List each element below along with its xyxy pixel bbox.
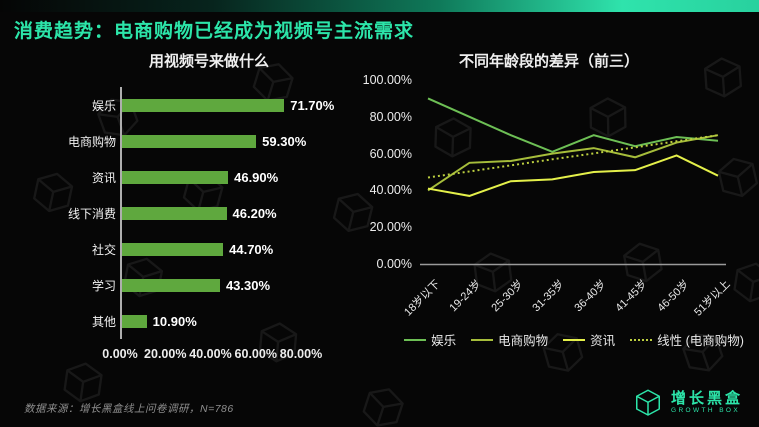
line-chart-plot: [420, 79, 726, 272]
series-line-娱乐: [427, 97, 719, 153]
bar-row: 学习 43.30%: [58, 267, 360, 303]
bar-row: 社交 44.70%: [58, 231, 360, 267]
bar-row: 娱乐 71.70%: [58, 87, 360, 123]
line-chart-x-tick: 19-24岁: [447, 278, 485, 315]
bar: [122, 278, 220, 292]
bar-track: 46.20%: [120, 195, 360, 231]
bar-x-tick: 60.00%: [234, 347, 277, 361]
bar-x-tick: 80.00%: [279, 347, 323, 361]
bar-category-label: 资讯: [91, 170, 116, 185]
bar-value-label: 10.90%: [152, 313, 197, 329]
bar-value-label: 59.30%: [262, 133, 307, 149]
line-chart-x-tick: 18岁以下: [402, 278, 443, 319]
cube-logo-icon: [633, 388, 663, 418]
data-source-note: 数据来源：增长黑盒线上问卷调研，N=786: [24, 403, 234, 415]
legend-item: 电商购物: [471, 330, 548, 349]
bar-track: 10.90%: [120, 303, 360, 339]
bar-x-axis: 0.00% 20.00% 40.00% 60.00% 80.00%: [102, 347, 360, 365]
bar-category-label: 社交: [91, 242, 116, 257]
bar-track: 43.30%: [120, 267, 360, 303]
header-gradient-bar: [0, 0, 759, 12]
bar-chart: 用视频号来做什么 娱乐 71.70% 电商购物 59.30% 资讯 46.90% 线下消费 4…: [58, 50, 360, 365]
bar-category-label: 其他: [91, 314, 116, 329]
bar-track: 71.70%: [120, 87, 360, 123]
legend-item: 线性 (电商购物): [630, 330, 744, 349]
legend-item: 资讯: [563, 330, 615, 349]
line-chart-x-axis: 18岁以下 19-24岁 25-30岁 31-35岁 36-40岁 41-45岁 46-50…: [402, 272, 732, 328]
bar-category-label: 娱乐: [91, 98, 116, 113]
bar-track: 44.70%: [120, 231, 360, 267]
bar: [122, 170, 229, 184]
bar-row: 线下消费 46.20%: [58, 195, 360, 231]
legend-swatch: [471, 338, 494, 341]
series-line-资讯: [427, 154, 719, 197]
line-chart: 不同年龄段的差异（前三） 100.00% 80.00% 60.00% 40.00% 20…: [344, 50, 754, 349]
line-chart-y-axis: 100.00% 80.00% 60.00% 40.00% 20.00% 0.00%: [344, 73, 420, 271]
series-line-线性 (电商购物): [427, 134, 719, 179]
legend-swatch: [630, 338, 653, 341]
line-chart-y-tick: 60.00%: [369, 146, 412, 161]
line-chart-x-tick: 36-40岁: [572, 278, 609, 315]
bar: [122, 134, 257, 148]
bar: [122, 206, 227, 220]
bar-category-label: 线下消费: [67, 206, 116, 221]
bar: [122, 314, 147, 328]
legend-label: 线性 (电商购物): [657, 334, 744, 348]
line-chart-y-tick: 40.00%: [369, 183, 412, 198]
legend-label: 资讯: [590, 334, 616, 348]
bar: [122, 98, 285, 112]
line-chart-x-tick: 41-45岁: [613, 278, 650, 315]
line-chart-title: 不同年龄段的差异（前三）: [458, 53, 639, 70]
bar-track: 46.90%: [120, 159, 360, 195]
line-chart-x-tick: 25-30岁: [489, 278, 526, 315]
line-chart-x-tick: 31-35岁: [530, 278, 567, 315]
bar-row: 电商购物 59.30%: [58, 123, 360, 159]
line-chart-y-tick: 100.00%: [362, 73, 412, 87]
legend-swatch: [563, 338, 586, 341]
legend-swatch: [404, 338, 427, 341]
bar-x-tick: 40.00%: [189, 347, 232, 361]
line-chart-x-tick: 46-50岁: [655, 278, 692, 315]
brand-name-en: GROWTH BOX: [670, 407, 741, 415]
line-chart-body: 100.00% 80.00% 60.00% 40.00% 20.00% 0.00%: [344, 73, 754, 272]
line-chart-canvas: [420, 97, 726, 266]
series-line-电商购物: [427, 134, 719, 192]
bar-value-label: 43.30%: [225, 277, 271, 293]
brand-logo: 增长黑盒 GROWTH BOX: [633, 388, 743, 418]
bar-value-label: 44.70%: [229, 241, 274, 257]
page-title: 消费趋势：电商购物已经成为视频号主流需求: [14, 21, 415, 42]
bar-value-label: 71.70%: [290, 97, 335, 113]
watermark-cube-icon: [354, 379, 412, 427]
legend-label: 娱乐: [431, 334, 457, 348]
legend-label: 电商购物: [498, 334, 549, 348]
brand-name-cn: 增长黑盒: [670, 389, 743, 407]
bar-x-tick: 0.00%: [102, 347, 138, 361]
brand-logo-text: 增长黑盒 GROWTH BOX: [670, 389, 743, 415]
bar-category-label: 学习: [91, 278, 116, 293]
line-chart-legend: 娱乐 电商购物 资讯 线性 (电商购物): [394, 330, 754, 349]
bar-x-tick: 20.00%: [144, 347, 187, 361]
bar-value-label: 46.90%: [234, 169, 279, 185]
line-chart-y-tick: 0.00%: [376, 257, 412, 271]
line-chart-y-tick: 20.00%: [369, 220, 412, 235]
bar-row: 其他 10.90%: [58, 303, 360, 339]
bar-track: 59.30%: [120, 123, 360, 159]
bar-chart-title: 用视频号来做什么: [148, 53, 269, 70]
bar-value-label: 46.20%: [232, 205, 277, 221]
line-chart-y-tick: 80.00%: [369, 109, 412, 124]
bar-rows: 娱乐 71.70% 电商购物 59.30% 资讯 46.90% 线下消费 46.20% 社交 44…: [58, 87, 360, 339]
line-chart-x-tick: 51岁以上: [692, 278, 733, 319]
bar-row: 资讯 46.90%: [58, 159, 360, 195]
legend-item: 娱乐: [404, 330, 456, 349]
bar: [122, 242, 224, 256]
bar-category-label: 电商购物: [67, 134, 116, 149]
